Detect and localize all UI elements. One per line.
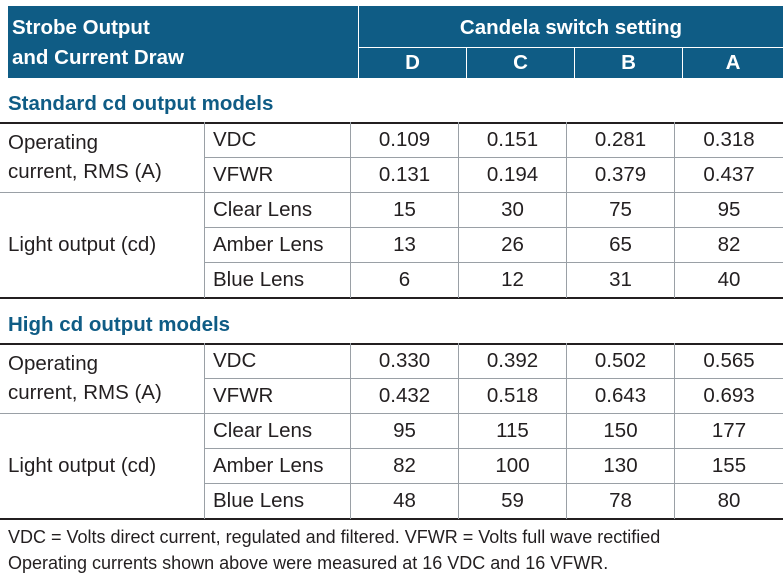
value-cell: 65: [609, 233, 632, 256]
column-header-b: B: [621, 51, 636, 74]
row-rule: [205, 483, 783, 484]
row-label-amber-lens: Amber Lens: [213, 233, 324, 256]
value-cell: 155: [711, 454, 747, 477]
footnote-line: Operating currents shown above were meas…: [8, 553, 609, 573]
table-header: Strobe Output and Current Draw Candela s…: [8, 6, 783, 78]
section-bottom-rule: [0, 297, 783, 299]
value-cell: 130: [603, 454, 638, 477]
column-rule: [458, 122, 459, 298]
row-rule: [205, 262, 783, 263]
value-cell: 0.693: [703, 384, 755, 407]
value-cell: 30: [501, 198, 524, 221]
group-rule: [0, 192, 783, 193]
value-cell: 82: [393, 454, 416, 477]
section-title-high: High cd output models: [8, 313, 231, 336]
column-header-d: D: [405, 51, 420, 74]
value-cell: 15: [393, 198, 416, 221]
column-rule: [350, 122, 351, 298]
value-cell: 115: [496, 419, 529, 442]
row-rule: [205, 227, 783, 228]
section-bottom-rule: [0, 518, 783, 520]
column-rule: [350, 343, 351, 519]
value-cell: 0.151: [486, 128, 539, 151]
column-rule: [204, 122, 205, 298]
footnotes: VDC = Volts direct current, regulated an…: [8, 524, 783, 576]
value-cell: 78: [609, 489, 632, 512]
group-label-current: Operating current, RMS (A): [8, 131, 162, 183]
value-cell: 75: [609, 198, 632, 221]
row-label-clear-lens: Clear Lens: [213, 198, 313, 221]
value-cell: 59: [501, 489, 524, 512]
column-group-label: Candela switch setting: [459, 16, 683, 39]
table-title: Strobe Output and Current Draw: [12, 16, 184, 69]
value-cell: 177: [711, 419, 747, 442]
value-cell: 95: [717, 198, 741, 221]
value-cell: 0.518: [486, 384, 539, 407]
value-cell: 40: [717, 268, 741, 291]
section-title-standard: Standard cd output models: [8, 92, 274, 115]
section-top-rule: [0, 343, 783, 345]
value-cell: 0.565: [703, 349, 755, 372]
row-label-blue-lens: Blue Lens: [213, 268, 305, 291]
value-cell: 95: [393, 419, 416, 442]
row-label-vfwr: VFWR: [213, 163, 274, 186]
footnote-line: VDC = Volts direct current, regulated an…: [8, 527, 661, 547]
value-cell: 0.131: [378, 163, 431, 186]
section-top-rule: [0, 122, 783, 124]
column-rule: [204, 343, 205, 519]
value-cell: 31: [609, 268, 632, 291]
column-rule: [566, 122, 567, 298]
column-rule: [674, 122, 675, 298]
column-header-divider: [574, 48, 575, 78]
row-label-blue-lens: Blue Lens: [213, 489, 305, 512]
value-cell: 0.379: [594, 163, 647, 186]
value-cell: 12: [501, 268, 524, 291]
value-cell: 13: [393, 233, 416, 256]
row-rule: [205, 157, 783, 158]
column-rule: [566, 343, 567, 519]
value-cell: 80: [717, 489, 741, 512]
value-cell: 82: [717, 233, 741, 256]
group-label-light: Light output (cd): [8, 233, 157, 256]
column-rule: [674, 343, 675, 519]
value-cell: 6: [398, 268, 411, 291]
row-rule: [205, 378, 783, 379]
value-cell: 0.432: [378, 384, 431, 407]
column-header-a: A: [725, 51, 741, 74]
group-label-light: Light output (cd): [8, 454, 157, 477]
value-cell: 48: [393, 489, 416, 512]
value-cell: 0.318: [703, 128, 755, 151]
value-cell: 0.437: [703, 163, 755, 186]
header-divider-vertical: [358, 6, 359, 78]
row-label-vfwr: VFWR: [213, 384, 274, 407]
group-label-current: Operating current, RMS (A): [8, 352, 162, 404]
value-cell: 150: [603, 419, 638, 442]
row-label-clear-lens: Clear Lens: [213, 419, 313, 442]
row-label-vdc: VDC: [213, 349, 257, 372]
value-cell: 0.392: [486, 349, 539, 372]
header-divider-horizontal: [359, 47, 783, 48]
value-cell: 0.281: [594, 128, 647, 151]
column-header-c: C: [513, 51, 528, 74]
group-rule: [0, 413, 783, 414]
value-cell: 0.643: [594, 384, 647, 407]
value-cell: 0.502: [594, 349, 647, 372]
row-rule: [205, 448, 783, 449]
value-cell: 0.330: [378, 349, 431, 372]
value-cell: 0.109: [378, 128, 431, 151]
column-header-divider: [466, 48, 467, 78]
column-header-divider: [682, 48, 683, 78]
column-rule: [458, 343, 459, 519]
value-cell: 26: [501, 233, 524, 256]
value-cell: 100: [495, 454, 530, 477]
row-label-vdc: VDC: [213, 128, 257, 151]
value-cell: 0.194: [486, 163, 539, 186]
row-label-amber-lens: Amber Lens: [213, 454, 324, 477]
